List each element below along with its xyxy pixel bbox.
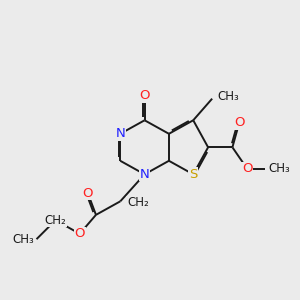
Text: S: S [189, 168, 197, 181]
Text: O: O [82, 187, 93, 200]
Text: CH₂: CH₂ [45, 214, 66, 227]
Text: CH₃: CH₃ [268, 162, 290, 176]
Text: O: O [74, 227, 85, 240]
Text: O: O [234, 116, 244, 130]
Text: CH₃: CH₃ [12, 233, 34, 246]
Text: O: O [242, 162, 253, 176]
Text: N: N [140, 168, 149, 181]
Text: CH₂: CH₂ [127, 196, 149, 209]
Text: O: O [139, 89, 150, 103]
Text: CH₃: CH₃ [217, 90, 239, 103]
Text: N: N [116, 127, 125, 140]
